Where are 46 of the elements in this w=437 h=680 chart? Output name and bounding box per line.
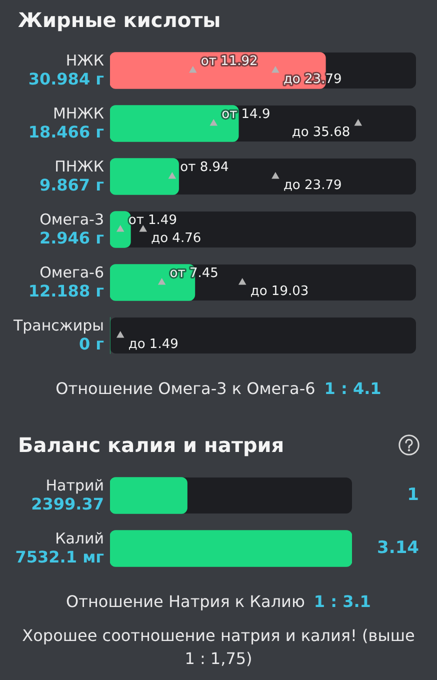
point bbox=[238, 278, 246, 285]
data-label: от 8.94 bbox=[180, 160, 229, 175]
data-label: до 1.49 bbox=[128, 336, 178, 352]
data-label: 0 г bbox=[78, 334, 104, 354]
point bbox=[272, 172, 280, 179]
text: 1 : 3.1 bbox=[314, 592, 371, 611]
data-label: 18.466 г bbox=[28, 122, 104, 142]
point bbox=[116, 331, 124, 338]
text: Отношение Омега-3 к Омега-6 bbox=[56, 379, 316, 398]
data-label: 2399.37 bbox=[31, 494, 104, 514]
data-label: 12.188 г bbox=[28, 282, 104, 301]
point bbox=[158, 278, 166, 285]
point bbox=[139, 225, 147, 232]
y-tick-label: МНЖК bbox=[52, 104, 104, 122]
point bbox=[210, 119, 218, 126]
text: Хорошее соотношение натрия и калия! (выше 1 : 1,75) bbox=[21, 625, 416, 670]
y-tick-label: Трансжиры bbox=[12, 316, 104, 334]
chart-title: Жирные кислоты bbox=[18, 8, 221, 32]
text: 1 : 4.1 bbox=[324, 379, 382, 398]
y-tick-label: Омега-3 bbox=[40, 210, 104, 228]
text: Отношение Натрия к Калию bbox=[66, 592, 305, 611]
y-tick-label: НЖК bbox=[66, 51, 104, 70]
point bbox=[168, 172, 176, 179]
data-label: от 11.92 bbox=[200, 54, 258, 69]
data-label: до 19.03 bbox=[250, 284, 309, 299]
bar bbox=[110, 211, 131, 248]
data-label: до 23.79 bbox=[283, 178, 342, 193]
data-label: 7532.1 мг bbox=[15, 548, 104, 567]
data-label: 9.867 г bbox=[39, 176, 104, 195]
data-label: до 4.76 bbox=[151, 230, 202, 246]
point bbox=[189, 66, 197, 73]
text: 3.14 bbox=[377, 538, 420, 558]
data-label: 30.984 г bbox=[28, 70, 104, 89]
y-tick-label: Калий bbox=[55, 529, 104, 548]
y-tick-label: ПНЖК bbox=[54, 157, 104, 176]
point bbox=[354, 119, 362, 126]
y-tick-label: Натрий bbox=[46, 476, 104, 494]
bar bbox=[110, 158, 179, 195]
text: 1 bbox=[407, 484, 419, 505]
y-tick-label: Омега-6 bbox=[40, 263, 104, 282]
point bbox=[272, 66, 280, 73]
data-label: до 35.68 bbox=[292, 124, 350, 140]
data-label: от 14.9 bbox=[222, 106, 270, 122]
point bbox=[116, 225, 124, 232]
chart-title: Баланс калия и натрия bbox=[18, 433, 284, 457]
data-label: 2.946 г bbox=[39, 228, 104, 248]
